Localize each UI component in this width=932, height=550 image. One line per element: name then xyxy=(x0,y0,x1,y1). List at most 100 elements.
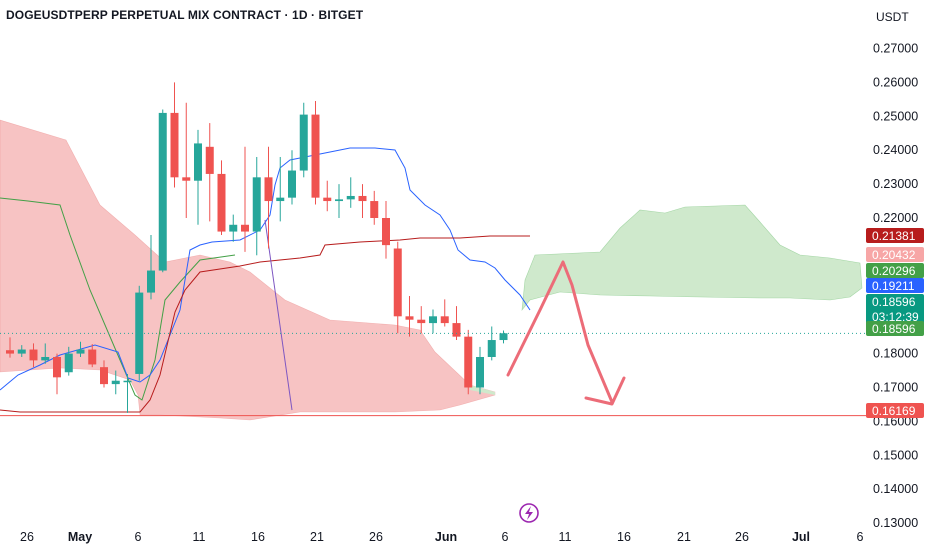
price-tick-label: 0.27000 xyxy=(873,42,918,56)
candle-up xyxy=(429,316,437,324)
candle-down xyxy=(311,114,320,198)
price-badge-value: 0.18596 xyxy=(872,295,916,309)
candle-up xyxy=(276,197,285,202)
time-tick-label: 6 xyxy=(502,530,509,544)
candle-down xyxy=(452,323,461,337)
candle-up xyxy=(147,270,155,293)
candle-up xyxy=(346,195,355,200)
price-badge-value: 0.19211 xyxy=(872,279,915,293)
candle-down xyxy=(53,356,61,378)
tenkan-line xyxy=(0,147,531,391)
kijun-line xyxy=(0,235,530,413)
candle-down xyxy=(440,316,449,324)
time-tick-label: 26 xyxy=(735,530,749,544)
candle-down xyxy=(264,177,273,202)
time-tick-label: 16 xyxy=(617,530,631,544)
price-badge-value: 0.20432 xyxy=(872,248,916,262)
time-tick-label: May xyxy=(68,530,92,544)
price-tick-label: 0.14000 xyxy=(873,482,918,496)
candle-up xyxy=(111,380,120,385)
candle-up xyxy=(64,353,73,373)
candle-down xyxy=(382,218,390,246)
candle-down xyxy=(370,201,379,218)
ichimoku-cloud xyxy=(0,119,863,421)
price-badge xyxy=(866,247,924,262)
candlesticks xyxy=(6,82,508,413)
candle-down xyxy=(241,224,249,232)
candle-up xyxy=(135,292,144,374)
candle-down xyxy=(29,349,38,361)
candle-down xyxy=(6,350,14,354)
ichimoku-lines xyxy=(0,147,531,413)
price-tick-label: 0.24000 xyxy=(873,143,918,157)
price-badge xyxy=(866,278,924,293)
candle-up xyxy=(194,143,202,181)
time-tick-label: 26 xyxy=(369,530,383,544)
candle-up xyxy=(229,224,238,232)
bearish-cloud xyxy=(0,119,496,421)
lagging-span xyxy=(0,197,236,401)
candle-up xyxy=(41,356,50,361)
price-badge xyxy=(866,228,924,243)
price-tick-label: 0.13000 xyxy=(873,516,918,530)
price-tick-label: 0.17000 xyxy=(873,381,918,395)
candle-down xyxy=(217,173,226,232)
time-tick-label: 11 xyxy=(559,530,572,544)
price-badge-value: 0.16169 xyxy=(872,404,916,418)
candle-up xyxy=(487,340,496,357)
price-badge-value: 0.21381 xyxy=(872,229,916,243)
candle-down xyxy=(393,248,402,317)
candle-up xyxy=(76,349,85,354)
price-tick-label: 0.18000 xyxy=(873,347,918,361)
time-tick-label: 6 xyxy=(135,530,142,544)
candle-up xyxy=(335,199,343,202)
candle-up xyxy=(123,380,132,383)
candle-down xyxy=(170,112,179,178)
time-axis[interactable]: 26 May 6 11 16 21 26 Jun 6 11 16 21 26 Jul 6 xyxy=(20,530,863,544)
bullish-cloud xyxy=(521,204,863,311)
candle-down xyxy=(358,195,367,202)
price-badge xyxy=(866,263,924,278)
time-tick-label: Jun xyxy=(435,530,457,544)
candle-down xyxy=(88,349,97,365)
price-badge-value: 0.18596 xyxy=(872,322,916,336)
price-badge xyxy=(866,321,924,336)
candle-down xyxy=(464,336,473,388)
candle-down xyxy=(182,177,191,181)
candle-up xyxy=(499,333,508,341)
candle-down xyxy=(100,367,108,385)
candle-up xyxy=(158,112,167,271)
price-badge xyxy=(866,294,924,324)
lightning-icon[interactable] xyxy=(519,503,539,523)
time-tick-label: 16 xyxy=(251,530,265,544)
annotations xyxy=(0,260,868,417)
trend-line xyxy=(264,219,293,411)
candle-up xyxy=(299,114,308,171)
price-tick-label: 0.25000 xyxy=(873,109,918,123)
candle-down xyxy=(405,316,414,320)
candle-down xyxy=(323,197,332,202)
time-tick-label: Jul xyxy=(792,530,810,544)
price-tick-label: 0.26000 xyxy=(873,75,918,89)
candle-up xyxy=(476,356,484,388)
price-tick-label: 0.22000 xyxy=(873,211,918,225)
time-tick-label: 26 xyxy=(20,530,34,544)
price-tick-label: 0.15000 xyxy=(873,448,918,462)
candle-down xyxy=(205,146,214,174)
price-badge-value: 0.20296 xyxy=(872,264,916,278)
time-tick-label: 21 xyxy=(677,530,691,544)
time-tick-label: 6 xyxy=(857,530,864,544)
time-tick-label: 11 xyxy=(193,530,206,544)
price-badge xyxy=(866,403,924,418)
time-tick-label: 21 xyxy=(310,530,324,544)
forecast-arrowhead xyxy=(584,376,626,406)
chart-title: DOGEUSDTPERP PERPETUAL MIX CONTRACT · 1D… xyxy=(6,8,364,22)
candle-down xyxy=(417,319,426,324)
candle-up xyxy=(252,177,261,232)
candle-up xyxy=(17,349,26,354)
candle-up xyxy=(288,170,296,198)
forecast-arrow xyxy=(506,260,614,404)
price-badge-countdown: 03:12:39 xyxy=(872,310,919,324)
